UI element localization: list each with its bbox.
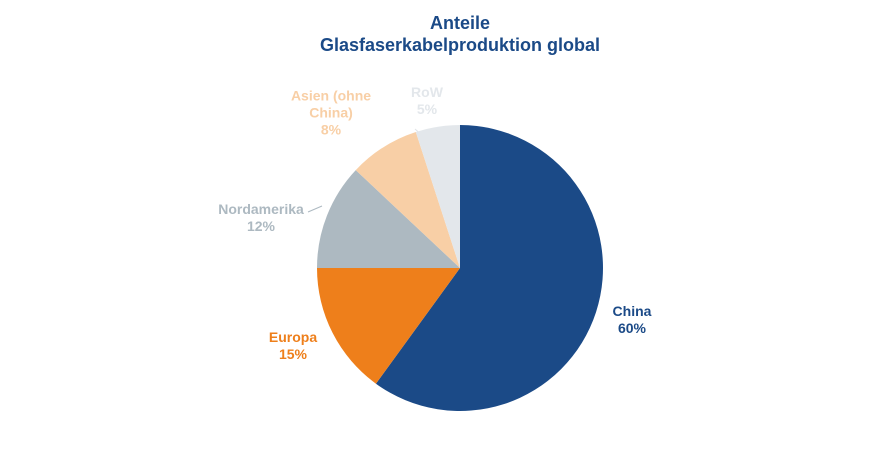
- pie-slice: [317, 170, 460, 268]
- value-label: 15%: [278, 346, 308, 362]
- slice-label: Asien (ohne China) 8%: [281, 88, 381, 139]
- category-label: RoW: [411, 84, 443, 100]
- slice-label: China 60%: [592, 303, 672, 337]
- value-label: 5%: [416, 101, 438, 117]
- category-label: Asien (ohne China): [290, 87, 372, 121]
- slice-label: RoW 5%: [397, 84, 457, 118]
- category-label: Nordamerika: [218, 201, 304, 217]
- slice-label: Nordamerika 12%: [206, 201, 316, 235]
- pie-slice: [375, 125, 603, 411]
- pie-slice: [355, 131, 460, 268]
- value-label: 60%: [617, 320, 647, 336]
- leader-line: [307, 205, 323, 213]
- value-label: 12%: [246, 218, 276, 234]
- chart-title: Anteile: [429, 13, 491, 33]
- slice-label: Europa 15%: [253, 329, 333, 363]
- pie-slice: [415, 125, 460, 268]
- category-label: Europa: [268, 329, 318, 345]
- value-label: 8%: [320, 121, 342, 138]
- chart-title: Glasfaserkabelproduktion global: [319, 35, 601, 55]
- category-label: China: [612, 303, 652, 319]
- pie-slice: [317, 268, 460, 384]
